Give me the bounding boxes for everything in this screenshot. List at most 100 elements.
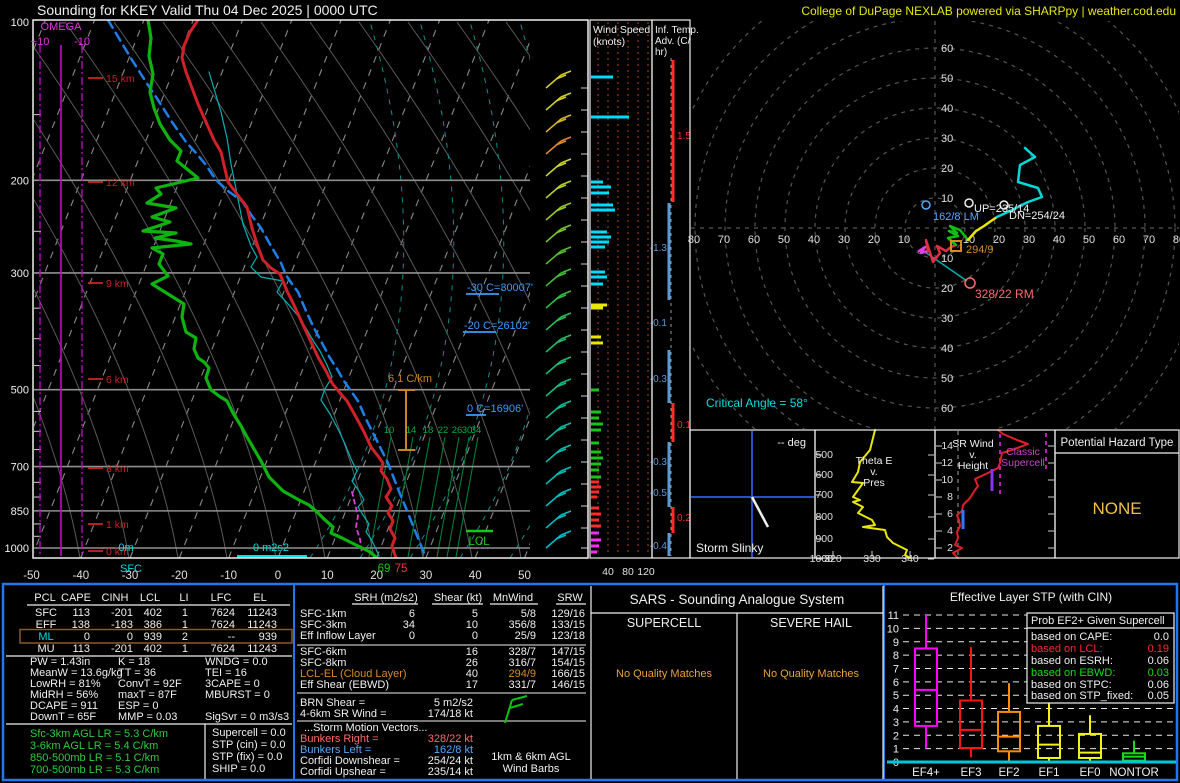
gfx-line [555, 96, 567, 102]
gfx-line [555, 140, 567, 146]
gfx-line [545, 118, 562, 133]
gfx-line [555, 338, 567, 344]
prob-row-label: based on EBWD: [1031, 667, 1115, 679]
gfx-line [504, 699, 513, 724]
srwind-title-2: v. [969, 449, 976, 461]
classic-supercell-label-1: Classic [1006, 446, 1040, 458]
kinem-srh-value: 6 [409, 608, 415, 620]
parcel-cell: 11243 [247, 643, 277, 655]
hodo-ring-label-left: 20 [868, 234, 880, 246]
stp-category-label: EF4+ [912, 767, 940, 779]
isotherm-line [34, 20, 244, 554]
wind-barb [545, 136, 572, 155]
prob-row-value: 0.19 [1148, 643, 1169, 655]
hazard-panel-title: Potential Hazard Type [1061, 437, 1174, 449]
hodo-ring-label-up: 60 [941, 43, 953, 55]
hodo-ring-label-left: 50 [778, 234, 790, 246]
gfx-line [555, 448, 567, 454]
bunkers-right-label: Bunkers Right = [300, 733, 379, 745]
dry-adiabat-line [34, 46, 277, 558]
gfx-line [560, 488, 572, 494]
srwind-y-label: 6 [947, 508, 953, 520]
wind-speed-bar [591, 456, 603, 460]
gfx-line [545, 294, 562, 309]
parcel-cell: -201 [111, 643, 133, 655]
wind-speed-bar [591, 191, 609, 195]
parcel-cell: 1 [182, 643, 188, 655]
wind-speed-bar [591, 416, 599, 420]
pressure-axis-label: 300 [11, 268, 29, 280]
thetae-x-label: 320 [824, 553, 842, 565]
hodo-ring-label-left: 80 [688, 234, 700, 246]
sr-wind-4-6-value: 174/18 kt [428, 708, 473, 720]
stp-y-label: 3 [893, 717, 899, 729]
kinem-row-label: Eff Shear (EBWD) [300, 679, 389, 691]
wind-barb [545, 70, 572, 89]
hodo-ring-label-right: 20 [993, 234, 1005, 246]
temp-axis-label: 30 [420, 570, 433, 582]
parcel-cell: 939 [144, 631, 162, 643]
hodo-ring-label-right: 40 [1053, 234, 1065, 246]
gfx-line [511, 695, 528, 701]
dry-adiabat-line [34, 288, 130, 558]
wind-barb [545, 400, 572, 419]
thetae-title-2: v. [870, 466, 877, 478]
parcel-cell: -201 [111, 607, 133, 619]
adv-panel-frame [651, 19, 691, 559]
gfx-line [555, 404, 567, 410]
temp-axis-label: -40 [72, 570, 89, 582]
gfx-line [560, 312, 572, 318]
temp-axis-label: 40 [469, 570, 482, 582]
wind-panel-title-1: Wind Speed [593, 24, 650, 36]
thetae-y-label: 500 [815, 449, 833, 461]
critical-angle-label: Critical Angle = 58° [706, 396, 808, 410]
wind-axis-label: 80 [622, 566, 634, 578]
wind-barb [545, 290, 572, 309]
gfx-line [555, 228, 567, 234]
wind-speed-bar [591, 485, 601, 489]
pressure-axis-label: 1000 [5, 543, 29, 555]
stp-y-label: 11 [888, 610, 899, 622]
adv-value-label: -1.3 [650, 243, 668, 254]
mixing-ratio-label: 22 [438, 425, 449, 436]
parcel-cell: 7624 [211, 619, 235, 631]
height-label: 15 km [106, 73, 135, 85]
isotherm-line [34, 20, 145, 302]
mini-wind-barb [504, 695, 528, 724]
wind-barb [545, 422, 572, 441]
brand-title: College of DuPage NEXLAB powered via SHA… [801, 4, 1176, 18]
prob-row-value: 0.03 [1148, 667, 1169, 679]
kinem-row-label: LCL-EL (Cloud Layer) [300, 668, 407, 680]
prob-row-label: based on CAPE: [1031, 631, 1112, 643]
wind-speed-bar [591, 422, 603, 426]
lapse-rate-value: 850-500mb LR = 5.1 C/km [30, 752, 159, 764]
wind-speed-bar [591, 428, 601, 432]
gfx-line [555, 74, 567, 80]
srwind-y-label: 2 [947, 542, 953, 554]
stp-box [959, 699, 983, 749]
hodo-ring-label-right: 60 [1113, 234, 1125, 246]
hodo-ring-label-down: 30 [941, 313, 953, 325]
stp-box [914, 647, 938, 727]
composite-index-value: SHIP = 0.0 [212, 763, 265, 775]
wind-axis-label: 40 [602, 566, 614, 578]
wetbulb-curve [208, 71, 380, 557]
hodo-ring-label-down: 50 [941, 373, 953, 385]
adv-value-label: 0.1 [677, 420, 691, 431]
adv-panel-title-2: Adv. (C/ [655, 36, 691, 47]
parcel-cell: 11243 [247, 619, 277, 631]
wind-barb [545, 488, 572, 507]
mixing-ratio-line [422, 436, 446, 558]
gfx-line [545, 96, 562, 111]
gfx-line [560, 378, 572, 384]
thetae-y-label: 600 [815, 469, 833, 481]
wind-speed-bar [591, 208, 615, 212]
sars-supercell-message: No Quality Matches [616, 668, 712, 680]
eff-inflow-height-label: 0m [118, 542, 133, 554]
parcel-cell: 113 [72, 643, 90, 655]
parcel-cell: 11243 [247, 607, 277, 619]
parcel-cell: 402 [144, 643, 162, 655]
mixing-ratio-line [436, 436, 460, 558]
